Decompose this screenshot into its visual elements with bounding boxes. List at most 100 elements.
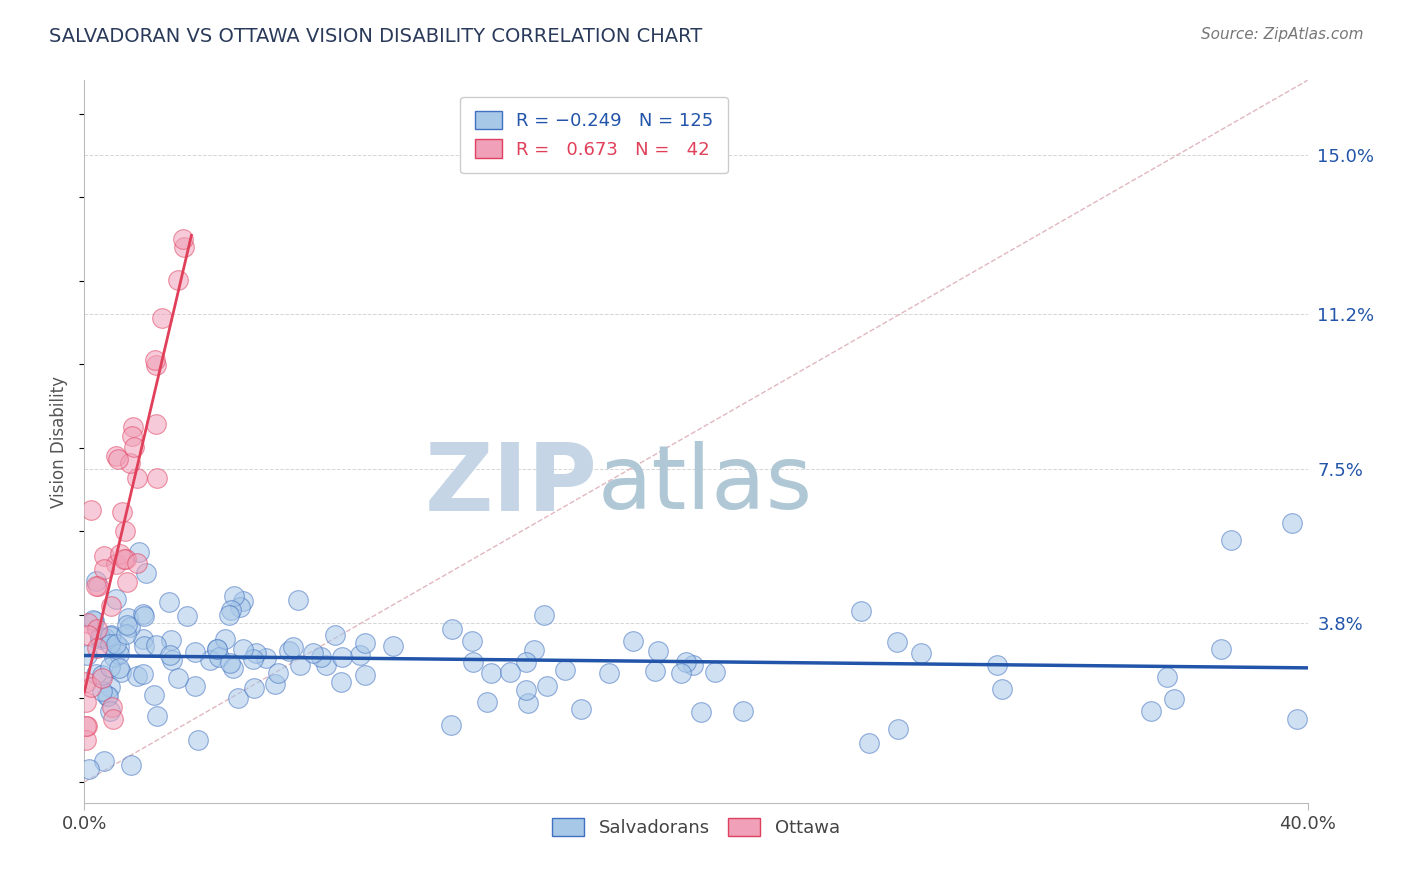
Point <box>125 471 148 485</box>
Point <box>97 690 120 704</box>
Point <box>112 552 135 566</box>
Point <box>162 653 184 667</box>
Point <box>461 655 484 669</box>
Point <box>910 646 932 660</box>
Point <box>86 623 108 637</box>
Point <box>167 273 190 287</box>
Point <box>887 722 910 736</box>
Point <box>226 690 249 705</box>
Point <box>101 712 124 726</box>
Point <box>682 658 704 673</box>
Point <box>108 640 131 655</box>
Point <box>98 630 121 644</box>
Point <box>222 590 245 604</box>
Point <box>172 232 194 246</box>
Point <box>135 566 157 581</box>
Point <box>134 640 156 654</box>
Point <box>105 637 128 651</box>
Point <box>1281 516 1303 530</box>
Text: Source: ZipAtlas.com: Source: ZipAtlas.com <box>1201 27 1364 42</box>
Point <box>107 660 129 674</box>
Point <box>315 658 337 673</box>
Point <box>75 719 97 733</box>
Point <box>242 652 264 666</box>
Point <box>104 449 127 463</box>
Point <box>517 696 540 710</box>
Point <box>184 679 207 693</box>
Point <box>621 633 644 648</box>
Point <box>515 682 537 697</box>
Point <box>75 695 97 709</box>
Point <box>145 417 167 432</box>
Point <box>76 719 98 733</box>
Point <box>108 647 131 661</box>
Point <box>121 429 143 443</box>
Point <box>477 695 499 709</box>
Point <box>143 688 166 702</box>
Point <box>76 648 98 662</box>
Point <box>86 641 108 656</box>
Point <box>173 240 195 254</box>
Point <box>103 650 125 665</box>
Point <box>990 681 1012 696</box>
Point <box>146 471 169 485</box>
Point <box>93 562 115 576</box>
Point <box>89 632 111 647</box>
Point <box>117 617 139 632</box>
Point <box>84 667 107 681</box>
Point <box>122 440 145 454</box>
Point <box>647 644 669 658</box>
Point <box>77 763 100 777</box>
Point <box>167 671 190 685</box>
Point <box>94 631 117 645</box>
Point <box>100 628 122 642</box>
Point <box>323 628 346 642</box>
Point <box>689 705 711 719</box>
Point <box>200 653 222 667</box>
Point <box>160 633 183 648</box>
Point <box>132 607 155 622</box>
Point <box>278 644 301 658</box>
Point <box>125 556 148 570</box>
Point <box>98 680 121 694</box>
Text: atlas: atlas <box>598 442 813 528</box>
Point <box>117 611 139 625</box>
Point <box>117 574 139 589</box>
Point <box>1209 642 1232 657</box>
Point <box>159 648 181 662</box>
Point <box>114 552 136 566</box>
Point <box>84 579 107 593</box>
Point <box>381 639 404 653</box>
Point <box>440 717 463 731</box>
Point <box>1220 533 1243 547</box>
Point <box>522 643 544 657</box>
Point <box>254 650 277 665</box>
Point <box>157 595 180 609</box>
Point <box>533 608 555 623</box>
Point <box>145 358 167 372</box>
Point <box>858 736 880 750</box>
Point <box>218 608 240 623</box>
Point <box>644 664 666 678</box>
Point <box>499 665 522 680</box>
Point <box>205 641 228 656</box>
Point <box>281 640 304 655</box>
Point <box>263 677 285 691</box>
Point <box>75 675 97 690</box>
Point <box>98 660 121 674</box>
Point <box>98 637 121 651</box>
Point <box>145 353 167 368</box>
Point <box>232 641 254 656</box>
Point <box>77 628 100 642</box>
Point <box>108 547 131 561</box>
Point <box>132 666 155 681</box>
Point <box>733 704 755 718</box>
Point <box>219 603 242 617</box>
Point <box>84 574 107 589</box>
Point <box>214 632 236 647</box>
Point <box>287 593 309 607</box>
Point <box>107 452 129 467</box>
Point <box>886 635 908 649</box>
Point <box>986 657 1008 672</box>
Text: SALVADORAN VS OTTAWA VISION DISABILITY CORRELATION CHART: SALVADORAN VS OTTAWA VISION DISABILITY C… <box>49 27 703 45</box>
